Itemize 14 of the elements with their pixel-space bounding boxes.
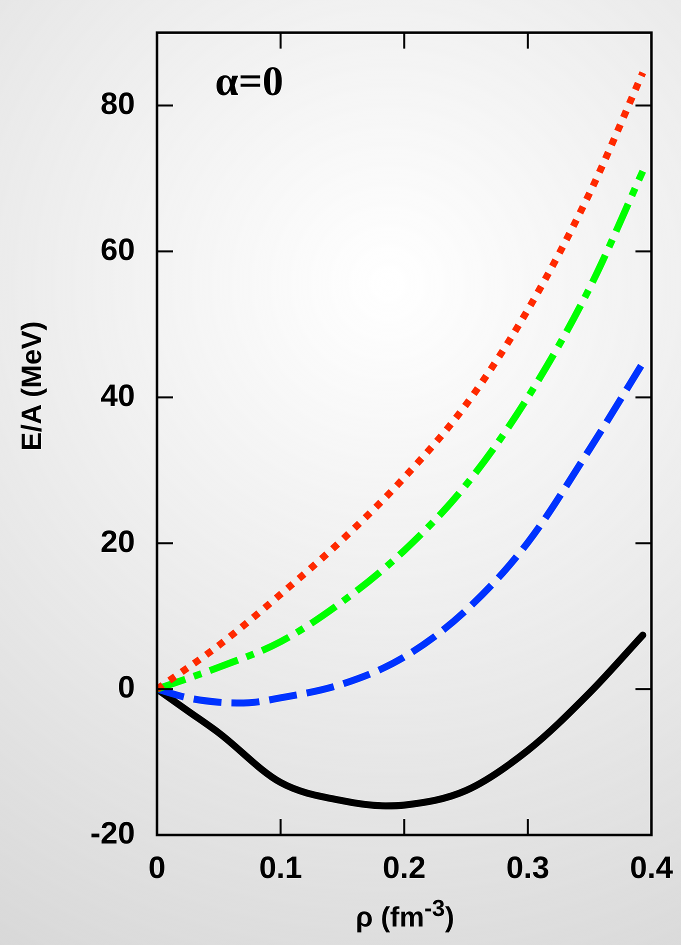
x-axis-title: ρ (fm$^{-3}$) xyxy=(354,895,456,934)
annotation: α=0 xyxy=(215,58,284,106)
y-tick-label: -20 xyxy=(90,816,135,851)
x-tick-label: 0.4 xyxy=(630,850,674,886)
x-tick-label: 0.1 xyxy=(259,850,302,886)
y-tick-label: 80 xyxy=(100,86,135,122)
x-tick-label: 0.2 xyxy=(382,850,426,886)
x-tick-label: 0.3 xyxy=(506,850,550,886)
y-axis-title: E/A (MeV) xyxy=(16,320,48,453)
y-tick-label: 0 xyxy=(118,670,135,705)
y-tick-label: 60 xyxy=(100,232,135,267)
x-tick-label: 0 xyxy=(148,850,166,886)
y-tick-label: 40 xyxy=(100,378,135,413)
y-tick-label: 20 xyxy=(100,524,135,559)
